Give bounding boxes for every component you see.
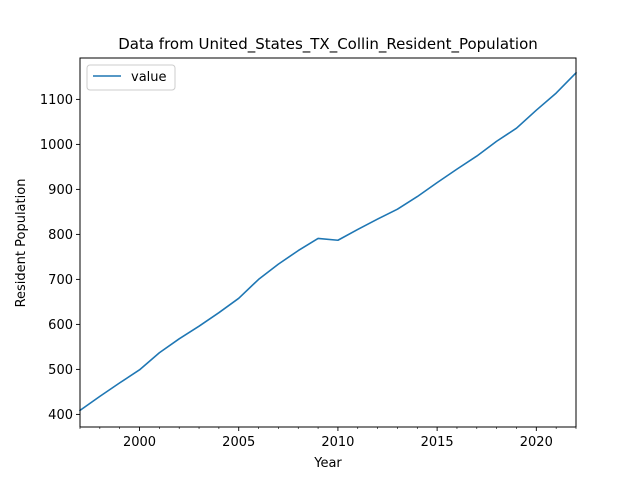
y-axis-ticks: 400 500 600 700 800 900 1000 1100: [40, 93, 80, 423]
series-line-value: [78, 71, 578, 412]
chart-title: Data from United_States_TX_Collin_Reside…: [118, 35, 538, 54]
y-tick-label: 500: [48, 363, 73, 378]
y-tick-label: 400: [48, 408, 73, 423]
x-tick-label: 2005: [222, 435, 255, 450]
plot-area: 2000 2005 2010 2015 2020 400 500 600 700 800 900 1…: [40, 57, 578, 450]
x-axis-ticks: 2000 2005 2010 2015 2020: [79, 427, 577, 450]
x-tick-label: 2010: [321, 435, 354, 450]
y-tick-label: 1100: [40, 93, 73, 108]
plot-frame: [80, 58, 576, 427]
plot-border: [79, 57, 577, 428]
y-tick-label: 800: [48, 228, 73, 243]
x-axis-label: Year: [313, 456, 342, 471]
y-tick-label: 700: [48, 273, 73, 288]
legend-label-value: value: [131, 70, 167, 85]
x-tick-label: 2015: [421, 435, 454, 450]
x-tick-label: 2000: [123, 435, 156, 450]
x-tick-label: 2020: [520, 435, 553, 450]
series-layer: [78, 71, 578, 412]
legend: value: [86, 64, 176, 91]
y-axis-label: Resident Population: [14, 179, 29, 308]
y-tick-label: 600: [48, 318, 73, 333]
y-tick-label: 900: [48, 183, 73, 198]
y-tick-label: 1000: [40, 138, 73, 153]
legend-box: [86, 64, 176, 91]
